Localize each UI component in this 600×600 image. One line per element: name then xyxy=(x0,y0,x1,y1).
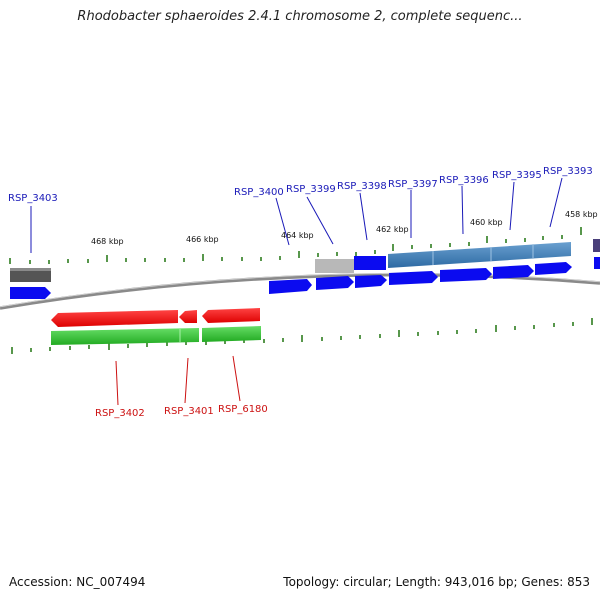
tick-label-460kbp: 460 kbp xyxy=(470,218,503,227)
cds-arrow-forward-1[interactable] xyxy=(10,287,51,299)
gene-label-rsp-3401[interactable]: RSP_3401 xyxy=(164,406,214,417)
gene-label-rsp-3393[interactable]: RSP_3393 xyxy=(543,166,593,177)
cds-arrow-forward-6[interactable] xyxy=(440,268,492,282)
tick-label-466kbp: 466 kbp xyxy=(186,235,219,244)
genome-summary-text: Topology: circular; Length: 943,016 bp; … xyxy=(283,575,590,589)
gene-feature-dividers xyxy=(432,244,534,265)
tick-label-458kbp: 458 kbp xyxy=(565,210,598,219)
forward-tick-marks xyxy=(9,227,582,264)
gene-feature-rsp-3403[interactable] xyxy=(10,268,51,282)
gene-label-rsp-3396[interactable]: RSP_3396 xyxy=(439,175,489,186)
cds-arrow-forward-9[interactable] xyxy=(594,257,600,269)
cds-arrow-forward-3[interactable] xyxy=(316,276,354,290)
gene-feature-rsp-3399[interactable] xyxy=(315,259,354,273)
gene-label-rsp-3400[interactable]: RSP_3400 xyxy=(234,187,284,198)
gene-label-rsp-3395[interactable]: RSP_3395 xyxy=(492,170,542,181)
gene-feature-purple[interactable] xyxy=(593,239,600,252)
gene-label-rsp-3397[interactable]: RSP_3397 xyxy=(388,179,438,190)
gene-label-rsp-3402[interactable]: RSP_3402 xyxy=(95,408,145,419)
cds-arrow-forward-2[interactable] xyxy=(269,279,312,294)
gene-label-rsp-3398[interactable]: RSP_3398 xyxy=(337,181,387,192)
tick-label-464kbp: 464 kbp xyxy=(281,231,314,240)
gene-feature-reverse-rsp-3402-3401[interactable] xyxy=(51,328,199,345)
reverse-label-leaders xyxy=(115,355,241,406)
cds-arrow-reverse-rsp-6180[interactable] xyxy=(202,308,260,323)
gene-feature-reverse-rsp-6180[interactable] xyxy=(202,326,261,342)
gene-label-rsp-3403[interactable]: RSP_3403 xyxy=(8,193,58,204)
gene-label-rsp-3399[interactable]: RSP_3399 xyxy=(286,184,336,195)
cds-arrow-forward-5[interactable] xyxy=(389,271,438,285)
gene-label-rsp-6180[interactable]: RSP_6180 xyxy=(218,404,268,415)
cds-arrow-forward-4[interactable] xyxy=(355,275,387,288)
cds-arrow-reverse-rsp-3401[interactable] xyxy=(179,310,197,323)
cds-arrow-reverse-rsp-3402[interactable] xyxy=(51,310,178,327)
cds-arrow-forward-8[interactable] xyxy=(535,262,572,275)
map-title: Rhodobacter sphaeroides 2.4.1 chromosome… xyxy=(77,9,523,24)
accession-text: Accession: NC_007494 xyxy=(9,575,146,589)
forward-label-leaders xyxy=(30,177,563,253)
gene-feature-rsp-3398[interactable] xyxy=(354,256,386,270)
cds-arrow-forward-7[interactable] xyxy=(493,265,534,279)
gene-feature-rsp-3403-highlight xyxy=(10,268,51,271)
gene-feature-rsp-3397-3393[interactable] xyxy=(388,242,571,268)
tick-label-468kbp: 468 kbp xyxy=(91,237,124,246)
tick-label-462kbp: 462 kbp xyxy=(376,225,409,234)
